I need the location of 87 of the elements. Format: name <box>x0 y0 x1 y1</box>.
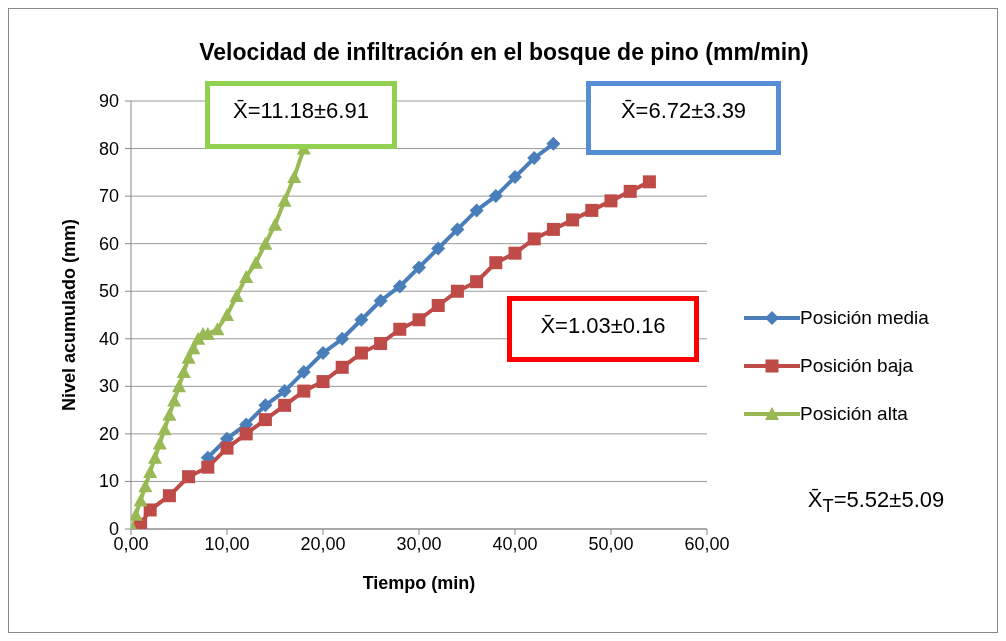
point <box>268 217 282 231</box>
point <box>296 365 311 380</box>
point <box>210 322 225 336</box>
point <box>431 241 446 256</box>
point <box>527 151 542 166</box>
point <box>176 365 191 379</box>
point <box>374 337 388 351</box>
x-tick-label: 10,00 <box>204 533 250 554</box>
y-tick-label: 40 <box>98 328 119 349</box>
annotation: X̄=6.72±3.39 <box>586 81 781 155</box>
point <box>277 384 292 399</box>
point <box>152 436 167 450</box>
y-tick-label: 50 <box>98 281 119 302</box>
point <box>248 255 263 269</box>
point <box>172 379 186 393</box>
point <box>335 360 349 374</box>
point <box>138 479 153 493</box>
point <box>162 407 177 421</box>
point <box>258 236 273 250</box>
point <box>239 427 253 441</box>
point <box>220 308 234 321</box>
x-tick-label: 20,00 <box>300 533 346 554</box>
point <box>167 393 182 407</box>
legend-label: Posición baja <box>800 355 914 377</box>
point <box>623 184 637 198</box>
point <box>133 493 148 507</box>
y-tick-label: 10 <box>98 471 119 492</box>
point <box>470 275 484 289</box>
legend-label: Posición alta <box>800 403 908 425</box>
point <box>182 470 196 484</box>
point <box>229 288 244 302</box>
point <box>277 193 292 207</box>
point <box>148 450 162 464</box>
point <box>143 503 157 517</box>
point <box>316 375 330 389</box>
x-tick-label: 40,00 <box>492 533 538 554</box>
point <box>489 256 503 270</box>
point <box>412 260 426 275</box>
point <box>450 222 465 237</box>
point <box>450 284 464 298</box>
point <box>488 189 503 204</box>
point <box>258 398 273 413</box>
y-tick-label: 20 <box>98 423 119 444</box>
point <box>469 203 484 218</box>
annotation: X̄=1.03±0.16 <box>507 296 699 362</box>
y-tick-label: 30 <box>98 376 119 397</box>
point <box>316 346 330 361</box>
point <box>585 203 599 217</box>
point <box>546 136 561 151</box>
point <box>373 293 388 308</box>
point <box>201 460 215 474</box>
point <box>604 194 618 208</box>
point <box>162 489 176 503</box>
x-tick-label: 60,00 <box>684 533 730 554</box>
y-axis-title: Nivel acumulado (mm) <box>59 218 80 412</box>
y-tick-label: 80 <box>98 138 119 159</box>
point <box>431 298 445 312</box>
legend-label: Posición media <box>800 307 929 329</box>
point <box>354 346 368 360</box>
point <box>220 441 234 455</box>
point <box>508 246 522 260</box>
point <box>239 269 254 283</box>
point <box>546 222 560 236</box>
point <box>287 170 302 184</box>
y-tick-label: 60 <box>98 233 119 254</box>
point <box>392 279 407 294</box>
y-tick-label: 90 <box>98 91 119 111</box>
chart-title: Velocidad de infiltración en el bosque de pino (mm/min) <box>198 39 810 66</box>
point <box>278 398 292 412</box>
point <box>642 175 656 189</box>
point <box>258 413 272 427</box>
point <box>393 322 407 336</box>
x-tick-label: 50,00 <box>588 533 634 554</box>
point <box>335 331 350 346</box>
y-tick-label: 70 <box>98 186 119 207</box>
point <box>566 213 580 227</box>
point <box>412 313 426 327</box>
annotation: X̄=11.18±6.91 <box>205 81 397 149</box>
point <box>508 170 522 185</box>
point <box>297 384 311 398</box>
point <box>527 232 541 246</box>
point <box>354 312 369 327</box>
point <box>157 422 172 436</box>
x-tick-label: 30,00 <box>396 533 442 554</box>
point <box>143 464 158 478</box>
text: X̄$_{T}$=5.52±5.09 <box>806 486 946 517</box>
x-axis-title: Tiempo (min) <box>362 573 476 593</box>
